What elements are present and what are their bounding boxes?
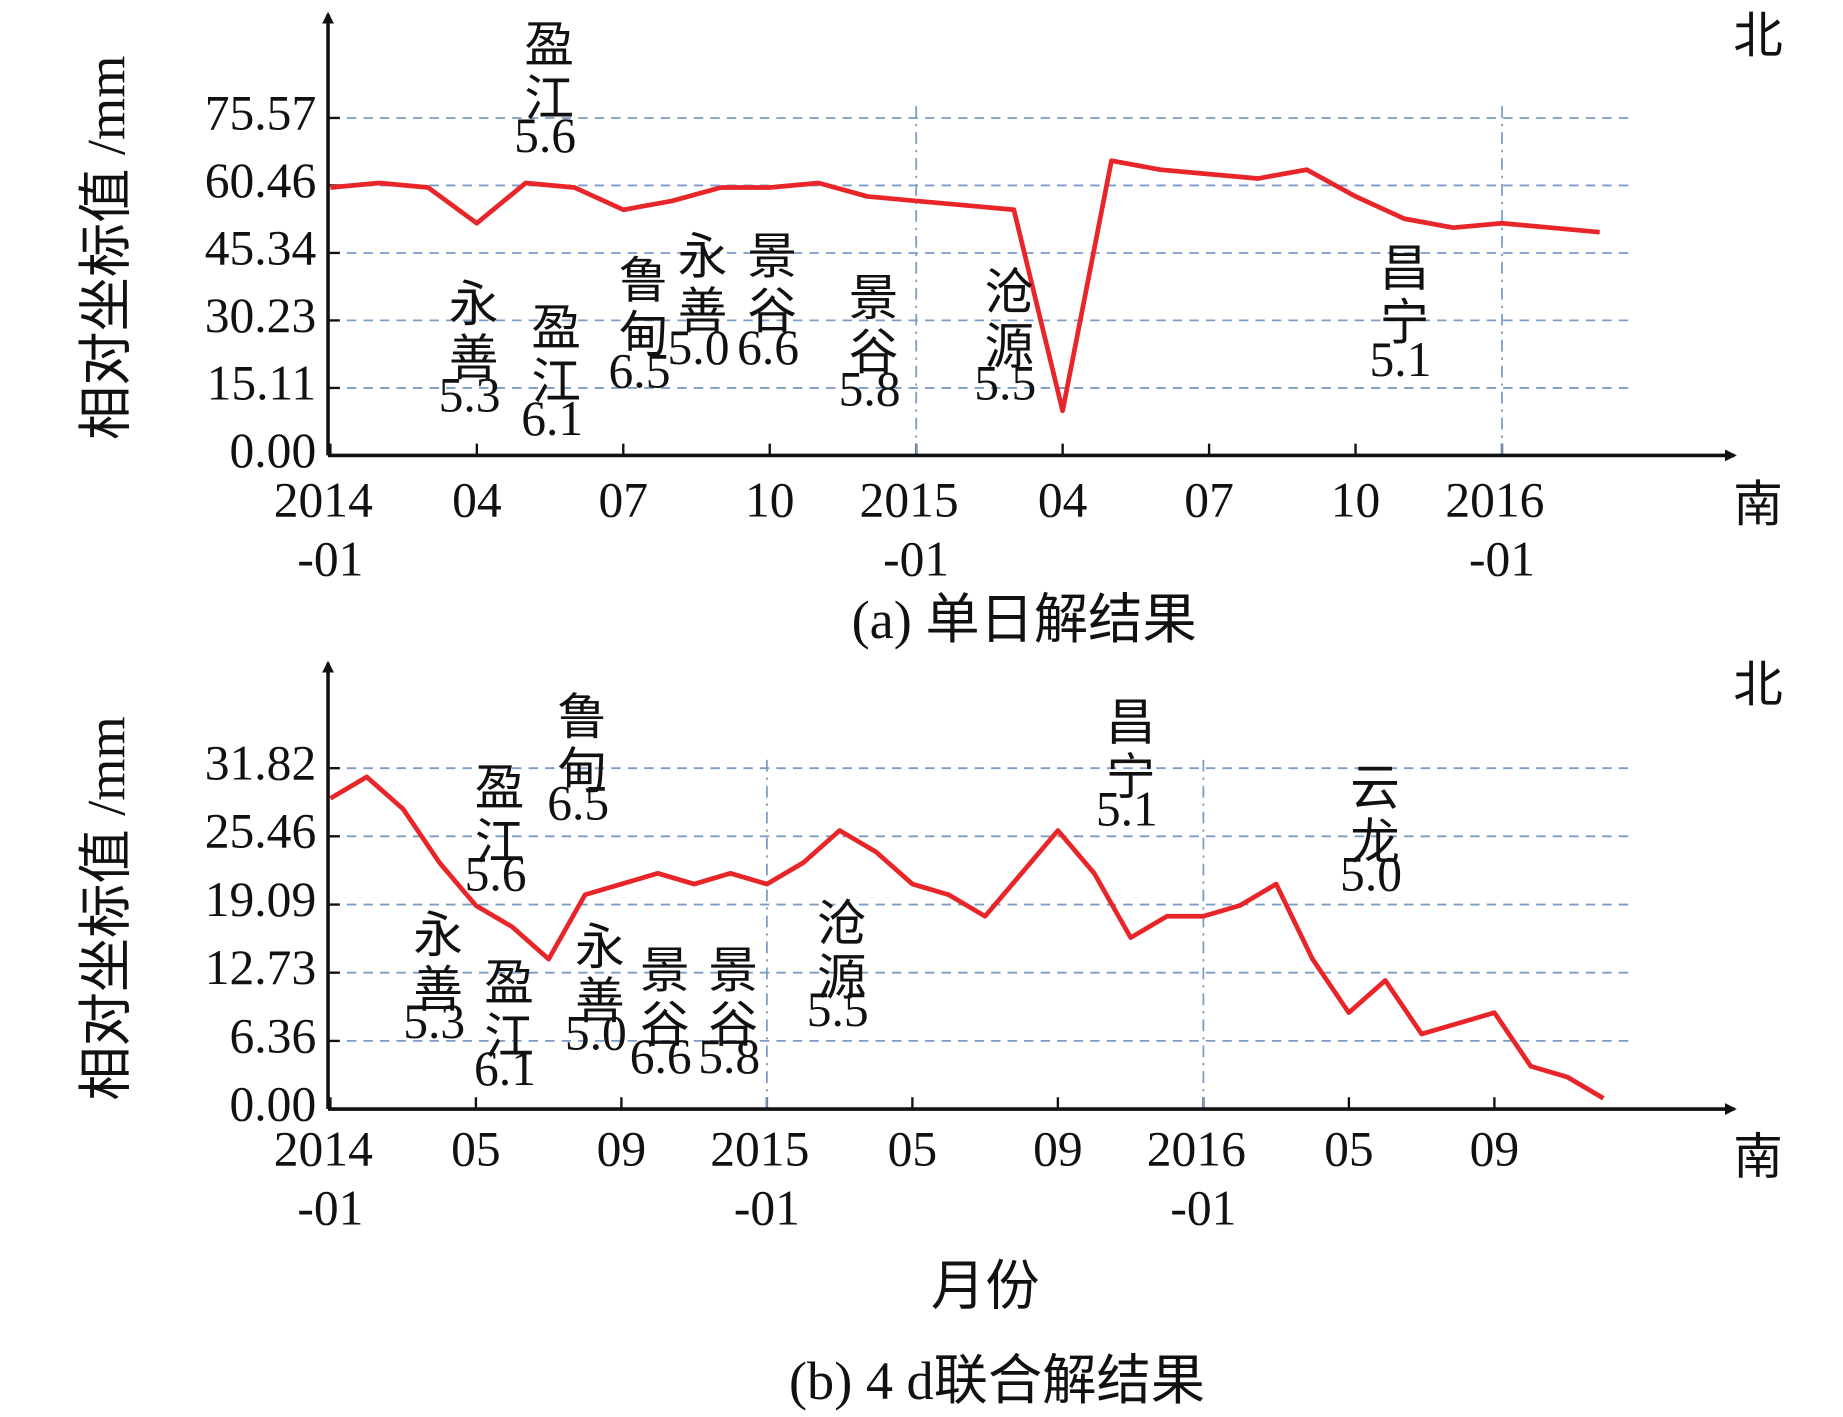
x-tick-label: 09	[1470, 1121, 1520, 1176]
x-tick-label: -01	[297, 531, 363, 586]
event-magnitude: 5.0	[668, 320, 730, 375]
x-tick-label: 04	[1038, 472, 1088, 527]
event-name: 景谷	[842, 271, 897, 380]
y-tick-label: 0.00	[230, 423, 317, 478]
x-tick-label: 2016	[1147, 1121, 1246, 1176]
x-tick-label: 09	[597, 1121, 647, 1176]
y-tick-label: 0.00	[230, 1076, 317, 1131]
x-tick-label: 10	[745, 472, 795, 527]
y-tick-label: 6.36	[230, 1008, 317, 1063]
event-name: 昌宁	[1099, 696, 1154, 805]
caption: (b) 4 d联合解结果	[789, 1351, 1205, 1411]
x-tick-label: 2014	[274, 472, 373, 527]
y-tick-label: 60.46	[205, 153, 316, 208]
x-tick-label: 10	[1331, 472, 1381, 527]
y-tick-label: 12.73	[205, 940, 316, 995]
x-tick-label: -01	[1469, 531, 1535, 586]
event-magnitude: 5.5	[807, 982, 869, 1037]
event-name: 鲁甸	[551, 690, 606, 799]
x-tick-label: 07	[1184, 472, 1234, 527]
y-tick-label: 19.09	[205, 872, 316, 927]
event-magnitude: 6.6	[630, 1029, 692, 1084]
event-magnitude: 5.6	[514, 108, 576, 163]
y-tick-label: 30.23	[205, 288, 316, 343]
y-tick-label: 25.46	[205, 804, 316, 859]
y-tick-label: 31.82	[205, 736, 316, 791]
x-tick-label: 05	[888, 1121, 938, 1176]
y-axis-label: 相对坐标值 /mm	[77, 56, 137, 440]
x-tick-label: -01	[734, 1180, 800, 1235]
south-label: 南	[1733, 1130, 1783, 1185]
event-name: 盈江	[468, 761, 523, 870]
x-tick-label: 07	[599, 472, 649, 527]
x-tick-label: -01	[1170, 1180, 1236, 1235]
event-name: 永善	[442, 277, 497, 386]
y-tick-label: 15.11	[207, 355, 317, 410]
x-tick-label: -01	[883, 531, 949, 586]
event-name: 沧源	[810, 897, 865, 1006]
event-magnitude: 5.8	[839, 361, 901, 416]
event-name: 鲁甸	[612, 254, 667, 363]
event-magnitude: 5.0	[565, 1006, 627, 1061]
event-magnitude: 6.1	[521, 391, 583, 446]
y-axis-label: 相对坐标值 /mm	[77, 716, 137, 1100]
event-magnitude: 6.5	[547, 776, 609, 831]
data-line	[329, 774, 1605, 1101]
x-tick-label: 2015	[860, 472, 959, 527]
event-name: 昌宁	[1373, 242, 1428, 351]
event-magnitude: 6.5	[609, 344, 671, 399]
north-label: 北	[1733, 9, 1783, 64]
event-name: 沧源	[978, 265, 1033, 374]
event-magnitude: 5.3	[439, 367, 501, 422]
event-magnitude: 5.1	[1096, 781, 1158, 836]
y-tick-label: 75.57	[205, 85, 316, 140]
north-label: 北	[1733, 658, 1783, 713]
event-magnitude: 6.1	[474, 1041, 536, 1096]
south-label: 南	[1733, 477, 1783, 532]
event-magnitude: 6.6	[737, 320, 799, 375]
data-line	[330, 158, 1600, 414]
event-name: 盈江	[478, 956, 533, 1065]
x-tick-label: 2015	[710, 1121, 809, 1176]
x-tick-label: -01	[297, 1180, 363, 1235]
event-name: 景谷	[702, 944, 757, 1053]
x-tick-label: 05	[451, 1121, 501, 1176]
event-name: 永善	[407, 908, 462, 1017]
x-tick-label: 2014	[274, 1121, 373, 1176]
event-name: 云龙	[1344, 761, 1399, 870]
x-tick-label: 04	[452, 472, 502, 527]
x-tick-label: 09	[1033, 1121, 1083, 1176]
event-magnitude: 5.5	[974, 356, 1036, 411]
event-name: 景谷	[633, 944, 688, 1053]
event-magnitude: 5.0	[1340, 846, 1402, 901]
event-name: 盈江	[518, 18, 573, 127]
x-axis-label: 月份	[931, 1256, 1040, 1316]
event-magnitude: 5.8	[698, 1029, 760, 1084]
x-tick-label: 2016	[1445, 472, 1544, 527]
event-name: 景谷	[741, 230, 796, 339]
caption: (a) 单日解结果	[852, 590, 1197, 650]
event-name: 永善	[671, 230, 726, 339]
event-magnitude: 5.1	[1370, 332, 1432, 387]
y-tick-label: 45.34	[205, 220, 316, 275]
event-magnitude: 5.6	[465, 846, 527, 901]
event-magnitude: 5.3	[403, 994, 465, 1049]
event-name: 永善	[568, 920, 623, 1029]
event-name: 盈江	[525, 301, 580, 410]
x-tick-label: 05	[1324, 1121, 1374, 1176]
